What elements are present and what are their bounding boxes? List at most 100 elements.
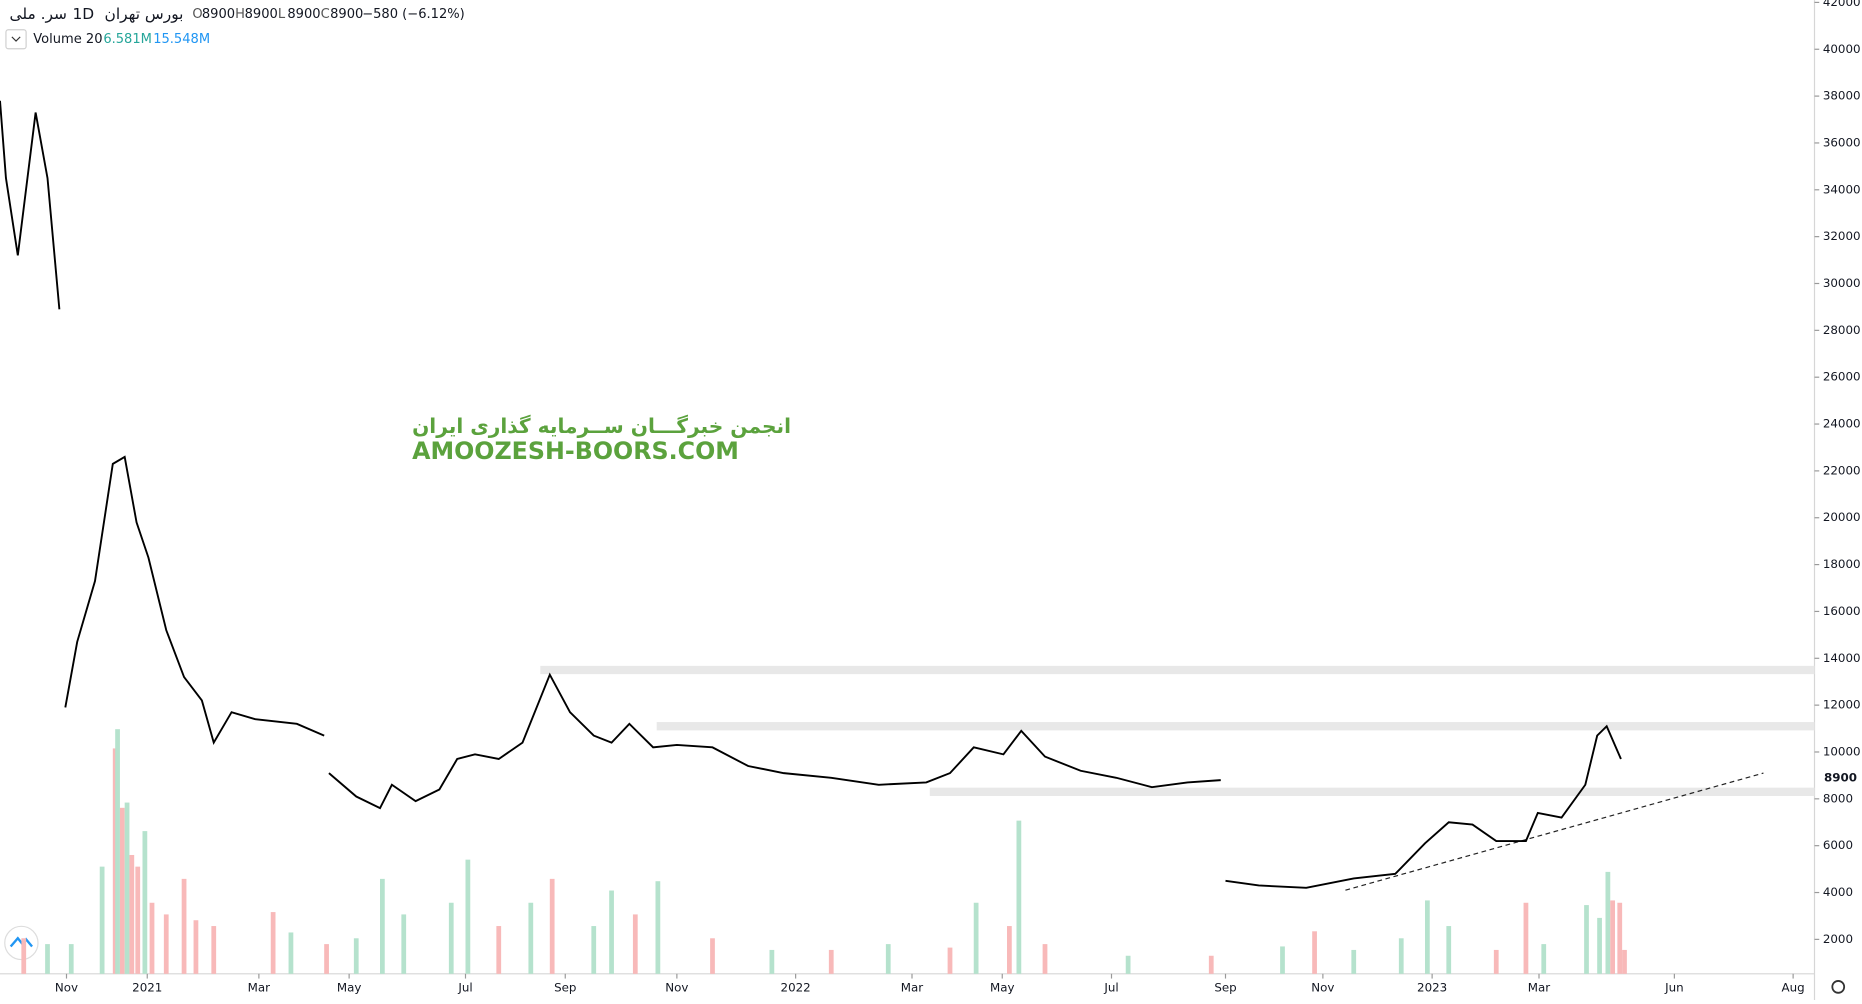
volume-bar bbox=[99, 866, 105, 974]
volume-bar bbox=[1597, 917, 1602, 974]
level-zone bbox=[656, 722, 1815, 731]
price-line bbox=[0, 100, 1622, 889]
x-tick-label: Jul bbox=[457, 981, 472, 995]
last-price-label: 8900 bbox=[1824, 770, 1857, 784]
volume-bar bbox=[1493, 949, 1499, 974]
volume-bar bbox=[149, 902, 155, 974]
volume-bar bbox=[115, 729, 120, 974]
volume-bar bbox=[1398, 938, 1404, 974]
volume-bar bbox=[1541, 944, 1547, 974]
y-tick-label: 22000 bbox=[1823, 463, 1861, 477]
ohlc-label: L bbox=[278, 7, 286, 22]
volume-bar bbox=[549, 878, 555, 974]
y-tick-label: 24000 bbox=[1823, 417, 1861, 431]
watermark: AMOOZESH-BOORS.COM bbox=[412, 437, 739, 465]
y-tick-label: 28000 bbox=[1823, 323, 1861, 337]
y-tick-label: 38000 bbox=[1823, 89, 1861, 103]
x-tick-label: 2021 bbox=[132, 981, 162, 995]
y-tick-label: 6000 bbox=[1823, 838, 1853, 852]
ohlc-value: 8900 bbox=[245, 7, 278, 22]
volume-bar bbox=[828, 949, 834, 974]
settings-button[interactable] bbox=[1831, 980, 1846, 994]
volume-bar bbox=[1125, 955, 1131, 974]
collapse-button[interactable] bbox=[5, 29, 27, 50]
y-tick-label: 4000 bbox=[1823, 885, 1853, 899]
volume-bar bbox=[401, 914, 407, 974]
change: −580 (−6.12%) bbox=[362, 7, 465, 22]
volume-bar bbox=[1425, 900, 1430, 974]
y-tick-label: 36000 bbox=[1823, 135, 1861, 149]
x-tick-label: Sep bbox=[554, 981, 576, 995]
y-tick-label: 32000 bbox=[1823, 229, 1861, 243]
volume-bar bbox=[448, 902, 454, 974]
x-tick-label: 2022 bbox=[781, 981, 811, 995]
interval[interactable]: 1D bbox=[72, 5, 94, 23]
volume-bar bbox=[632, 914, 638, 974]
y-tick-label: 20000 bbox=[1823, 510, 1861, 524]
x-tick-label: May bbox=[990, 981, 1015, 995]
volume-bar bbox=[1617, 902, 1623, 974]
volume-bar bbox=[528, 902, 534, 974]
volume-bar bbox=[270, 912, 276, 974]
volume-bar bbox=[1523, 902, 1529, 974]
ohlc-label: C bbox=[321, 7, 330, 22]
volume-bar bbox=[129, 854, 135, 974]
volume-bar bbox=[21, 938, 27, 974]
volume-bar bbox=[591, 926, 597, 974]
x-tick-label: Nov bbox=[1311, 981, 1334, 995]
symbol[interactable]: سر. ملی bbox=[10, 5, 67, 23]
volume-bar bbox=[496, 926, 502, 974]
volume-bar bbox=[1610, 900, 1615, 974]
x-tick-label: Jul bbox=[1103, 981, 1118, 995]
ohlc-value: 8900 bbox=[330, 7, 363, 22]
y-tick-label: 12000 bbox=[1823, 698, 1861, 712]
volume-bar bbox=[655, 881, 661, 974]
ohlc-label: O bbox=[192, 7, 202, 22]
volume-bar bbox=[163, 914, 169, 974]
volume-bar bbox=[211, 926, 217, 974]
volume-bar bbox=[45, 944, 50, 974]
x-tick-label: Nov bbox=[665, 981, 688, 995]
volume-bar bbox=[119, 807, 125, 974]
y-tick-label: 26000 bbox=[1823, 370, 1861, 384]
x-tick-label: Jun bbox=[1664, 981, 1684, 995]
volume-bar bbox=[710, 938, 715, 974]
x-tick-label: Mar bbox=[901, 981, 923, 995]
level-zone bbox=[929, 787, 1815, 796]
x-tick-label: Mar bbox=[248, 981, 270, 995]
y-tick-label: 14000 bbox=[1823, 651, 1861, 665]
volume-bar bbox=[885, 944, 891, 974]
y-tick-label: 34000 bbox=[1823, 182, 1861, 196]
volume-bar bbox=[973, 902, 979, 974]
y-tick-label: 10000 bbox=[1823, 744, 1861, 758]
y-tick-label: 8000 bbox=[1823, 791, 1853, 805]
x-tick-label: Sep bbox=[1214, 981, 1236, 995]
volume-bar bbox=[124, 802, 130, 974]
volume-bar bbox=[1208, 955, 1214, 974]
volume-bar bbox=[181, 878, 187, 974]
last-price-box bbox=[1815, 769, 1861, 787]
volume-bar bbox=[1446, 926, 1452, 974]
volume-bar bbox=[353, 938, 359, 974]
volume-bar bbox=[193, 920, 199, 974]
volume-bar bbox=[288, 932, 294, 974]
volume-bar bbox=[380, 878, 385, 974]
volume-bar bbox=[1016, 820, 1022, 974]
volume-bar bbox=[1007, 926, 1012, 974]
volume-bar bbox=[1622, 949, 1627, 974]
volume-bar bbox=[1312, 931, 1317, 974]
ohlc-value: 8900 bbox=[287, 7, 320, 22]
x-tick-label: Aug bbox=[1782, 981, 1805, 995]
volume-bar bbox=[68, 944, 74, 974]
volume-bar bbox=[1584, 905, 1589, 974]
level-zone bbox=[540, 665, 1815, 675]
volume-bar bbox=[465, 859, 471, 974]
legend-value: 15.548M bbox=[153, 32, 210, 47]
ohlc-label: H bbox=[235, 7, 245, 22]
x-tick-label: May bbox=[337, 981, 362, 995]
x-tick-label: 2023 bbox=[1417, 981, 1447, 995]
x-tick-label: Mar bbox=[1528, 981, 1550, 995]
collapse-icon bbox=[11, 36, 21, 42]
y-tick-label: 30000 bbox=[1823, 276, 1861, 290]
volume-bar bbox=[1280, 946, 1285, 974]
